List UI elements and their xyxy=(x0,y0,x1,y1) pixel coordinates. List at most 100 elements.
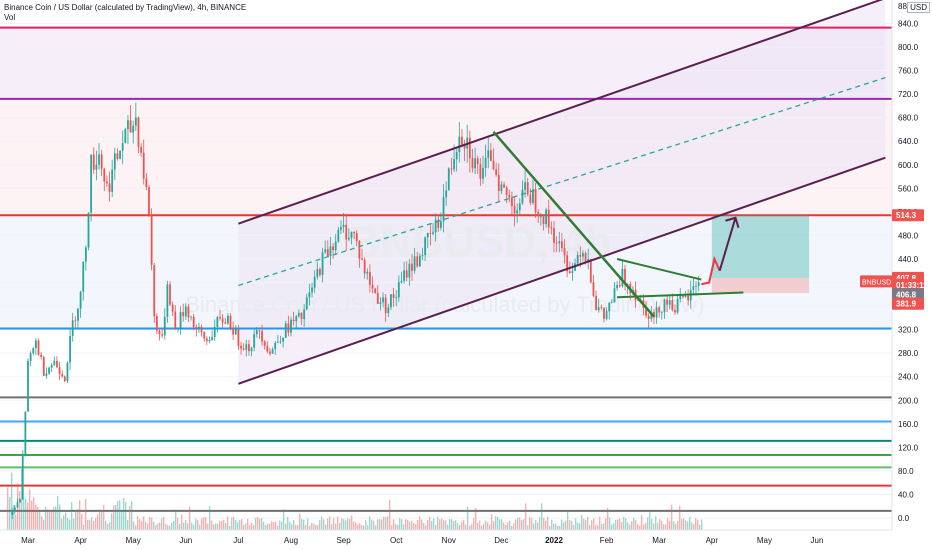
candle-body xyxy=(484,157,487,168)
candle-body xyxy=(382,297,384,303)
volume-bar xyxy=(374,525,377,530)
volume-bar xyxy=(116,501,119,530)
volume-bar xyxy=(60,518,63,530)
candle-body xyxy=(461,136,463,145)
volume-bar xyxy=(128,506,131,530)
candle-body xyxy=(313,276,316,288)
candle-body xyxy=(190,316,192,318)
volume-bar xyxy=(390,525,393,530)
volume-bar xyxy=(88,519,91,530)
time-axis-tick-label: 2022 xyxy=(545,536,563,545)
volume-bar xyxy=(210,520,213,530)
price-label-text: 01:33:11 xyxy=(896,281,928,290)
volume-bar xyxy=(384,517,387,530)
volume-bar xyxy=(160,518,163,530)
volume-bar xyxy=(204,517,207,530)
volume-bar xyxy=(312,523,315,530)
volume-bar xyxy=(262,521,265,530)
volume-bar xyxy=(274,521,277,530)
candle-body xyxy=(361,258,363,260)
candle-body xyxy=(539,216,542,218)
volume-bar xyxy=(58,504,61,530)
volume-bar xyxy=(396,524,399,530)
volume-bar xyxy=(28,489,31,530)
price-axis-tick-label: 840.0 xyxy=(898,19,919,28)
volume-bar xyxy=(536,522,539,530)
volume-bar xyxy=(496,516,499,530)
time-axis-tick-label: Apr xyxy=(706,536,719,545)
volume-bar xyxy=(698,524,701,530)
volume-bar xyxy=(568,520,571,530)
volume-bar xyxy=(44,506,47,530)
volume-bar xyxy=(522,519,525,530)
volume-bar xyxy=(660,520,663,530)
volume-bar xyxy=(572,524,575,530)
volume-bar xyxy=(280,521,283,530)
volume-bar xyxy=(590,520,593,530)
candle-body xyxy=(595,295,597,311)
time-axis-tick-label: Mar xyxy=(652,536,666,545)
candle-body xyxy=(534,189,537,212)
volume-bar xyxy=(34,504,37,530)
symbol-tag-text: BNBUSD xyxy=(862,279,891,286)
volume-bar xyxy=(124,502,127,530)
volume-bar xyxy=(338,522,341,530)
time-axis-tick-label: Jul xyxy=(233,536,243,545)
volume-bar xyxy=(562,522,565,530)
volume-bar xyxy=(468,525,471,530)
candle-body xyxy=(106,181,108,184)
volume-bar xyxy=(472,518,475,530)
volume-bar xyxy=(66,518,69,530)
candle-body xyxy=(408,263,411,278)
candle-body xyxy=(524,182,526,190)
candle-body xyxy=(518,203,521,211)
volume-bar xyxy=(40,516,43,530)
price-label-box xyxy=(892,209,924,222)
volume-bar xyxy=(634,520,637,530)
volume-bar xyxy=(8,496,11,530)
candle-body xyxy=(400,280,403,283)
volume-bar xyxy=(354,522,357,530)
volume-bar xyxy=(94,517,97,530)
volume-bar xyxy=(174,509,177,530)
candle-body xyxy=(274,342,277,350)
volume-bar xyxy=(222,519,225,530)
candle-body xyxy=(11,510,14,516)
volume-bar xyxy=(286,516,289,530)
candle-body xyxy=(182,312,185,317)
candle-body xyxy=(668,300,671,305)
candle-body xyxy=(58,367,61,374)
volume-bar xyxy=(612,523,615,530)
time-axis-tick-label: May xyxy=(126,536,141,545)
time-axis-tick-label: Feb xyxy=(600,536,614,545)
price-axis-tick-label: 200.0 xyxy=(898,396,919,405)
volume-bar xyxy=(428,516,431,530)
time-axis-tick-label: Nov xyxy=(442,536,456,545)
volume-bar xyxy=(342,518,345,530)
candle-body xyxy=(42,356,45,376)
currency-button[interactable]: USD xyxy=(907,2,930,13)
candle-body xyxy=(148,187,150,216)
volume-bar xyxy=(118,500,121,530)
volume-indicator-label[interactable]: Vol xyxy=(4,13,16,22)
volume-bar xyxy=(80,513,83,530)
candle-body xyxy=(32,348,35,354)
candle-body xyxy=(292,319,295,322)
candle-body xyxy=(92,154,95,170)
candle-body xyxy=(56,360,58,368)
volume-bar xyxy=(440,518,443,530)
candle-body xyxy=(624,268,626,285)
candle-body xyxy=(153,265,156,317)
volume-bar xyxy=(370,519,373,530)
candle-body xyxy=(384,297,387,314)
volume-bar xyxy=(126,519,129,530)
volume-bar xyxy=(450,519,453,530)
price-label-box xyxy=(892,278,924,291)
volume-bar xyxy=(392,519,395,530)
volume-bar xyxy=(138,519,141,530)
candle-body xyxy=(98,154,100,165)
volume-bar xyxy=(146,523,149,530)
volume-bar xyxy=(498,519,501,530)
volume-bar xyxy=(516,517,519,530)
